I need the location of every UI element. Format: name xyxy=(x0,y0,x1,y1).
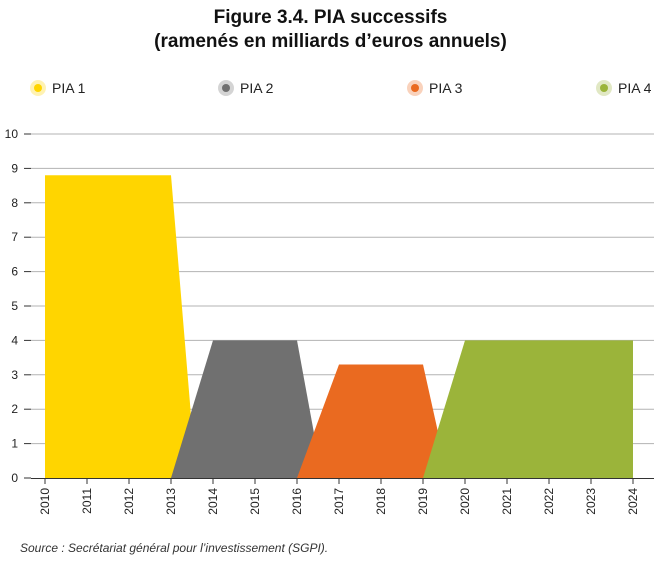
legend-item-pia-2[interactable]: PIA 2 xyxy=(218,80,273,96)
x-tick-label: 2024 xyxy=(626,488,640,515)
legend-marker-pia-3 xyxy=(407,80,423,96)
y-tick-label: 0 xyxy=(11,471,18,485)
area-series xyxy=(297,364,449,478)
x-tick-label: 2013 xyxy=(164,488,178,515)
y-tick-label: 9 xyxy=(11,161,18,175)
legend-label-pia-3: PIA 3 xyxy=(429,80,463,96)
x-tick-label: 2018 xyxy=(374,488,388,515)
x-tick-label: 2021 xyxy=(500,488,514,515)
source-note: Source : Secrétariat général pour l’inve… xyxy=(20,541,329,555)
legend-marker-pia-2 xyxy=(218,80,234,96)
y-tick-label: 6 xyxy=(11,265,18,279)
x-tick-label: 2014 xyxy=(206,488,220,515)
chart-plot: 0 1 2 3 4 5 6 7 8 9 10 2010 2011 2012 2013 2014 2015 2016… xyxy=(5,127,654,515)
area-series xyxy=(171,340,323,478)
legend-marker-pia-1 xyxy=(30,80,46,96)
area-series xyxy=(423,340,633,478)
x-tick-label: 2022 xyxy=(542,488,556,515)
chart-title: Figure 3.4. PIA successifs (ramenés en m… xyxy=(0,6,661,54)
legend-item-pia-3[interactable]: PIA 3 xyxy=(407,80,462,96)
y-tick-label: 1 xyxy=(11,437,18,451)
legend-label-pia-1: PIA 1 xyxy=(52,80,86,96)
x-tick-label: 2011 xyxy=(80,488,94,514)
x-tick-label: 2017 xyxy=(332,488,346,515)
y-tick-label: 7 xyxy=(11,230,18,244)
area-series xyxy=(45,175,197,479)
legend-item-pia-4[interactable]: PIA 4 xyxy=(596,80,651,96)
legend: PIA 1 PIA 2 PIA 3 PIA 4 xyxy=(0,80,661,104)
y-tick-label: 8 xyxy=(11,196,18,210)
legend-item-pia-1[interactable]: PIA 1 xyxy=(30,80,85,96)
y-tick-label: 2 xyxy=(11,402,18,416)
x-tick-label: 2016 xyxy=(290,488,304,515)
legend-label-pia-2: PIA 2 xyxy=(240,80,274,96)
x-tick-label: 2012 xyxy=(122,488,136,515)
y-tick-label: 3 xyxy=(11,368,18,382)
legend-marker-pia-4 xyxy=(596,80,612,96)
x-tick-label: 2010 xyxy=(38,488,52,515)
x-tick-label: 2019 xyxy=(416,488,430,515)
y-tick-label: 4 xyxy=(11,333,18,347)
chart-title-line-2: (ramenés en milliards d’euros annuels) xyxy=(154,31,507,52)
x-tick-label: 2020 xyxy=(458,488,472,515)
chart-title-line-1: Figure 3.4. PIA successifs xyxy=(213,7,448,28)
y-tick-label: 5 xyxy=(11,299,18,313)
x-tick-label: 2015 xyxy=(248,488,262,515)
y-tick-label: 10 xyxy=(5,127,19,141)
x-tick-label: 2023 xyxy=(584,488,598,515)
legend-label-pia-4: PIA 4 xyxy=(618,80,652,96)
